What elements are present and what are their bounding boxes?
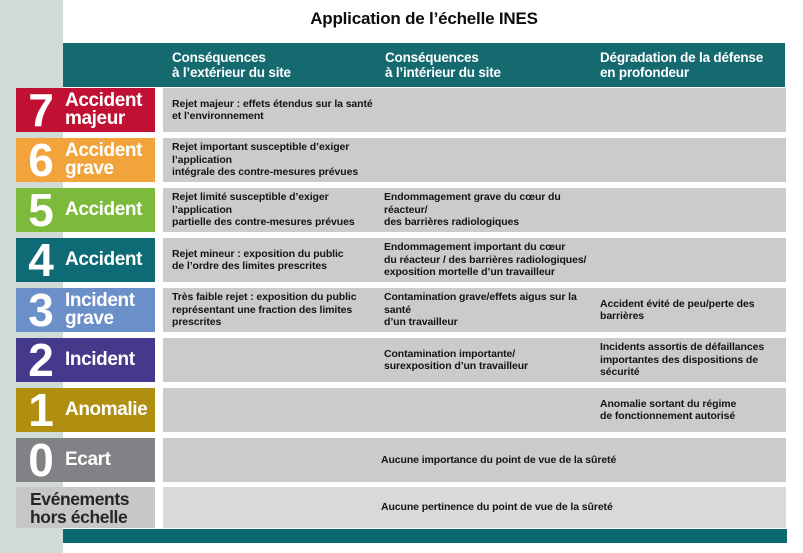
- table-header-band: Conséquences à l’extérieur du site Consé…: [63, 43, 785, 87]
- column-header-consequences-exterieur: Conséquences à l’extérieur du site: [172, 50, 291, 80]
- cell-int: [384, 388, 596, 432]
- footer-accent-bar: [63, 529, 787, 543]
- level-name: Accident: [65, 249, 143, 270]
- cell-int: Endommagement important du cœur du réact…: [384, 241, 587, 279]
- level-name: Anomalie: [65, 399, 148, 420]
- ines-row-level-4: Rejet mineur : exposition du public de l…: [0, 234, 803, 286]
- cell-ext: [172, 338, 377, 382]
- cell-ext: Rejet limité susceptible d’exiger l’appl…: [172, 191, 355, 229]
- level-name: Accident grave: [65, 140, 143, 179]
- cell-span: Aucune importance du point de vue de la …: [381, 453, 617, 466]
- ines-row-level-7: Rejet majeur : effets étendus sur la san…: [0, 84, 803, 136]
- ines-row-level-6: Rejet important susceptible d’exiger l’a…: [0, 134, 803, 186]
- level-badge-1: 1 Anomalie: [16, 384, 155, 436]
- level-badge-0: 0 Ecart: [16, 434, 155, 486]
- level-number: 6: [28, 134, 54, 186]
- column-header-degradation-defense: Dégradation de la défense en profondeur: [600, 50, 764, 80]
- ines-row-offscale: Aucune pertinence du point de vue de la …: [0, 487, 803, 528]
- level-number: 1: [28, 384, 54, 436]
- cell-int: Contamination grave/effets aigus sur la …: [384, 291, 577, 329]
- cell-deg: [600, 88, 780, 132]
- row-band: Très faible rejet : exposition du public…: [163, 288, 786, 332]
- ines-row-level-0: Aucune importance du point de vue de la …: [0, 434, 803, 486]
- ines-row-level-1: Anomalie sortant du régime de fonctionne…: [0, 384, 803, 436]
- level-name: Accident majeur: [65, 90, 143, 129]
- cell-ext: Très faible rejet : exposition du public…: [172, 291, 357, 329]
- level-badge-6: 6 Accident grave: [16, 134, 155, 186]
- ines-row-level-3: Très faible rejet : exposition du public…: [0, 284, 803, 336]
- cell-ext: Rejet majeur : effets étendus sur la san…: [172, 97, 373, 123]
- row-band: Rejet important susceptible d’exiger l’a…: [163, 138, 786, 182]
- cell-int: Contamination importante/ surexposition …: [384, 347, 529, 373]
- row-band: Rejet mineur : exposition du public de l…: [163, 238, 786, 282]
- cell-deg: Incidents assortis de défaillances impor…: [600, 341, 765, 379]
- level-name: Ecart: [65, 449, 111, 470]
- page-title: Application de l’échelle INES: [310, 9, 538, 28]
- row-band: Anomalie sortant du régime de fonctionne…: [163, 388, 786, 432]
- ines-row-level-2: Contamination importante/ surexposition …: [0, 334, 803, 386]
- row-band: Contamination importante/ surexposition …: [163, 338, 786, 382]
- level-number: 5: [28, 184, 54, 236]
- cell-deg: Accident évité de peu/perte des barrière…: [600, 297, 755, 323]
- cell-int: [384, 138, 596, 182]
- offscale-badge: Evénements hors échelle: [16, 487, 155, 528]
- level-name: Accident: [65, 199, 143, 220]
- cell-deg: [600, 188, 780, 232]
- cell-deg: Anomalie sortant du régime de fonctionne…: [600, 397, 737, 423]
- offscale-label: Evénements hors échelle: [30, 488, 130, 527]
- cell-int: [384, 88, 596, 132]
- level-badge-3: 3 Incident grave: [16, 284, 155, 336]
- row-band: Aucune pertinence du point de vue de la …: [163, 487, 786, 528]
- cell-deg: [600, 238, 780, 282]
- cell-ext: Rejet important susceptible d’exiger l’a…: [172, 141, 359, 179]
- cell-ext: [172, 388, 377, 432]
- row-band: Rejet limité susceptible d’exiger l’appl…: [163, 188, 786, 232]
- level-number: 0: [28, 434, 54, 486]
- level-badge-7: 7 Accident majeur: [16, 84, 155, 136]
- ines-row-level-5: Rejet limité susceptible d’exiger l’appl…: [0, 184, 803, 236]
- level-number: 3: [28, 284, 54, 336]
- level-number: 2: [28, 334, 54, 386]
- cell-int: Endommagement grave du cœur du réacteur/…: [384, 191, 561, 229]
- cell-ext: Rejet mineur : exposition du public de l…: [172, 247, 344, 273]
- level-number: 7: [28, 84, 54, 136]
- level-number: 4: [28, 234, 54, 286]
- cell-span: Aucune pertinence du point de vue de la …: [381, 501, 613, 514]
- level-name: Incident: [65, 349, 135, 370]
- level-badge-2: 2 Incident: [16, 334, 155, 386]
- level-badge-4: 4 Accident: [16, 234, 155, 286]
- cell-deg: [600, 138, 780, 182]
- column-header-consequences-interieur: Conséquences à l’intérieur du site: [385, 50, 501, 80]
- row-band: Aucune importance du point de vue de la …: [163, 438, 786, 482]
- level-name: Incident grave: [65, 290, 135, 329]
- level-badge-5: 5 Accident: [16, 184, 155, 236]
- row-band: Rejet majeur : effets étendus sur la san…: [163, 88, 786, 132]
